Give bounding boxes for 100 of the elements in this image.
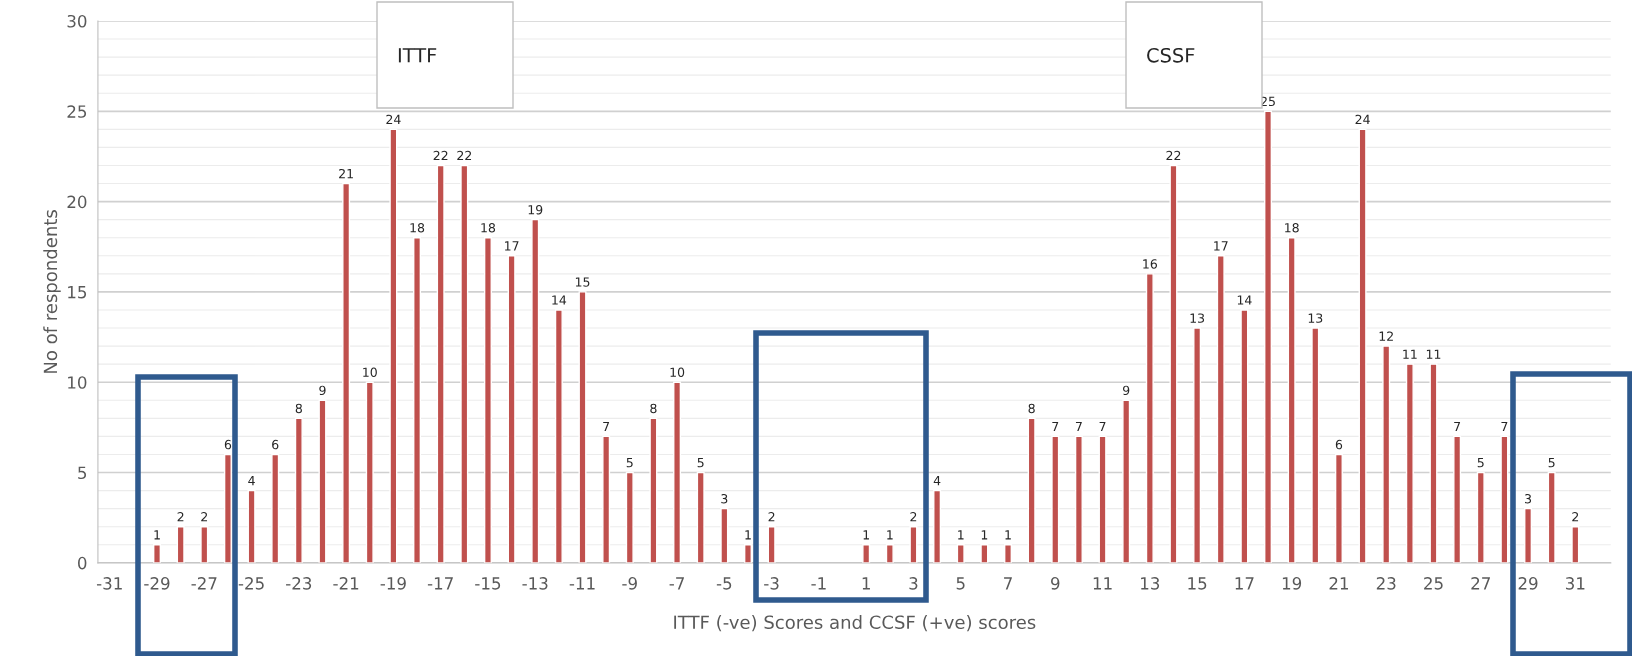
data-label: 2 — [177, 512, 184, 522]
x-tick-label: 27 — [1471, 577, 1490, 590]
bar — [1145, 273, 1154, 563]
data-label: 16 — [1143, 259, 1157, 269]
bar — [342, 182, 351, 563]
x-tick-label: -13 — [522, 577, 548, 590]
x-tick-label: 19 — [1282, 577, 1302, 590]
x-tick-label: -11 — [569, 577, 595, 590]
x-tick-label: 13 — [1141, 577, 1160, 590]
data-label: 11 — [1426, 349, 1441, 359]
bar — [1382, 345, 1391, 563]
x-tick-label: -29 — [144, 577, 170, 590]
bar — [578, 291, 587, 563]
bar — [1524, 507, 1533, 563]
x-tick-label: -19 — [380, 577, 406, 590]
bar — [153, 544, 162, 563]
x-tick-label: 1 — [862, 577, 870, 590]
data-label: 18 — [1285, 223, 1299, 233]
data-label: 6 — [272, 439, 279, 450]
data-label: 1 — [154, 530, 160, 540]
bar — [389, 128, 398, 563]
data-label: 7 — [1501, 421, 1508, 432]
x-tick-label: 11 — [1093, 577, 1112, 590]
data-label: 7 — [1099, 421, 1106, 432]
bar — [696, 471, 705, 563]
data-label: 9 — [319, 385, 326, 396]
y-tick-label: 10 — [68, 376, 87, 389]
data-label: 10 — [670, 367, 685, 378]
y-axis-title: No of respondents — [43, 210, 61, 373]
data-label: 14 — [1237, 295, 1252, 305]
data-label: 7 — [1075, 421, 1082, 432]
data-label: 7 — [603, 421, 610, 432]
data-label: 1 — [887, 530, 893, 540]
annotation: CSSF — [1147, 47, 1195, 63]
data-label: 1 — [1005, 530, 1011, 540]
data-label: 7 — [1052, 421, 1059, 432]
x-tick-label: 25 — [1424, 577, 1443, 590]
data-label: 22 — [433, 150, 448, 161]
data-label: 8 — [1028, 403, 1035, 414]
bar — [1193, 327, 1202, 563]
x-tick-label: 21 — [1329, 577, 1349, 590]
data-label: 5 — [697, 458, 704, 468]
bar — [673, 381, 682, 563]
bar — [743, 544, 752, 563]
data-label: 5 — [1477, 458, 1484, 468]
data-label: 18 — [481, 223, 496, 233]
x-tick-label: 15 — [1188, 577, 1207, 590]
x-axis-title: ITTF (-ve) Scores and CCSF (+ve) scores — [674, 615, 1036, 632]
bar — [318, 399, 327, 563]
x-tick-label: -25 — [238, 577, 264, 590]
data-label: 5 — [1548, 458, 1555, 468]
data-label: 17 — [505, 241, 519, 251]
data-label: 2 — [201, 512, 208, 522]
bar — [1453, 435, 1462, 563]
y-tick-label: 0 — [78, 556, 87, 570]
data-label: 1 — [958, 530, 964, 540]
data-label: 1 — [745, 530, 751, 540]
bar — [1311, 327, 1320, 563]
data-label: 21 — [339, 168, 353, 179]
data-label: 15 — [575, 277, 590, 287]
x-tick-label: -9 — [622, 577, 637, 590]
bar — [200, 526, 209, 563]
bar — [413, 237, 422, 563]
x-tick-label: 3 — [909, 577, 918, 590]
annotation: ITTF — [398, 48, 437, 63]
x-tick-label: -1 — [811, 577, 826, 590]
bar — [460, 164, 469, 563]
x-tick-label: -3 — [764, 577, 779, 590]
y-tick-label: 15 — [68, 286, 87, 299]
y-tick-label: 25 — [67, 105, 87, 118]
bar — [956, 544, 965, 563]
bar — [1027, 417, 1036, 563]
x-tick-label: -15 — [475, 577, 501, 590]
bar — [1216, 255, 1225, 563]
y-tick-label: 30 — [67, 14, 87, 28]
bar — [365, 381, 374, 563]
bar — [247, 489, 256, 563]
bar — [649, 417, 658, 563]
bar — [720, 507, 729, 563]
bar — [176, 526, 185, 563]
bar — [1074, 435, 1083, 563]
data-label: 13 — [1190, 313, 1205, 323]
bar — [1571, 526, 1580, 563]
bar — [980, 544, 989, 563]
x-tick-label: 17 — [1235, 577, 1254, 590]
data-label: 24 — [1355, 114, 1370, 124]
bar — [625, 471, 634, 563]
bar — [1500, 435, 1509, 563]
bar — [1429, 363, 1438, 563]
x-tick-label: -27 — [191, 577, 217, 590]
bar — [507, 255, 516, 563]
bar — [1547, 471, 1556, 563]
bar — [436, 164, 445, 563]
bar — [1122, 399, 1131, 563]
bar — [933, 489, 942, 563]
bar — [885, 544, 894, 563]
data-label: 2 — [768, 512, 775, 522]
bar — [909, 526, 918, 563]
x-tick-label: 31 — [1565, 577, 1585, 590]
data-label: 8 — [295, 403, 302, 414]
